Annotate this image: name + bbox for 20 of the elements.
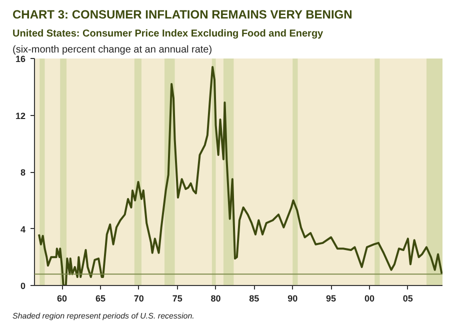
- x-tick-label: 60: [57, 294, 68, 304]
- y-tick-label: 16: [15, 54, 26, 64]
- chart-title: CHART 3: CONSUMER INFLATION REMAINS VERY BENIGN: [12, 8, 352, 22]
- x-tick-label: 65: [95, 294, 106, 304]
- chart-subtitle: United States: Consumer Price Index Excluding Food and Energy: [12, 28, 324, 40]
- x-tick-label: 90: [288, 294, 298, 304]
- x-tick-label: 95: [326, 294, 336, 304]
- y-tick-label: 0: [20, 281, 26, 291]
- x-tick-label: 85: [249, 294, 260, 304]
- text: Shaded region represent periods of U.S. recession.: [12, 312, 194, 320]
- x-tick-label: 75: [172, 294, 182, 304]
- x-tick-label: 00: [364, 294, 374, 304]
- y-tick-label: 4: [20, 224, 26, 234]
- x-tick-label: 80: [210, 294, 221, 304]
- x-tick-label: 05: [402, 294, 413, 304]
- x-tick-label: 70: [134, 294, 144, 304]
- y-tick-label: 8: [20, 168, 26, 178]
- y-tick-label: 12: [15, 110, 26, 121]
- y-axis-title: (six-month percent change at an annual rate): [12, 44, 212, 56]
- line-series: [38, 66, 442, 286]
